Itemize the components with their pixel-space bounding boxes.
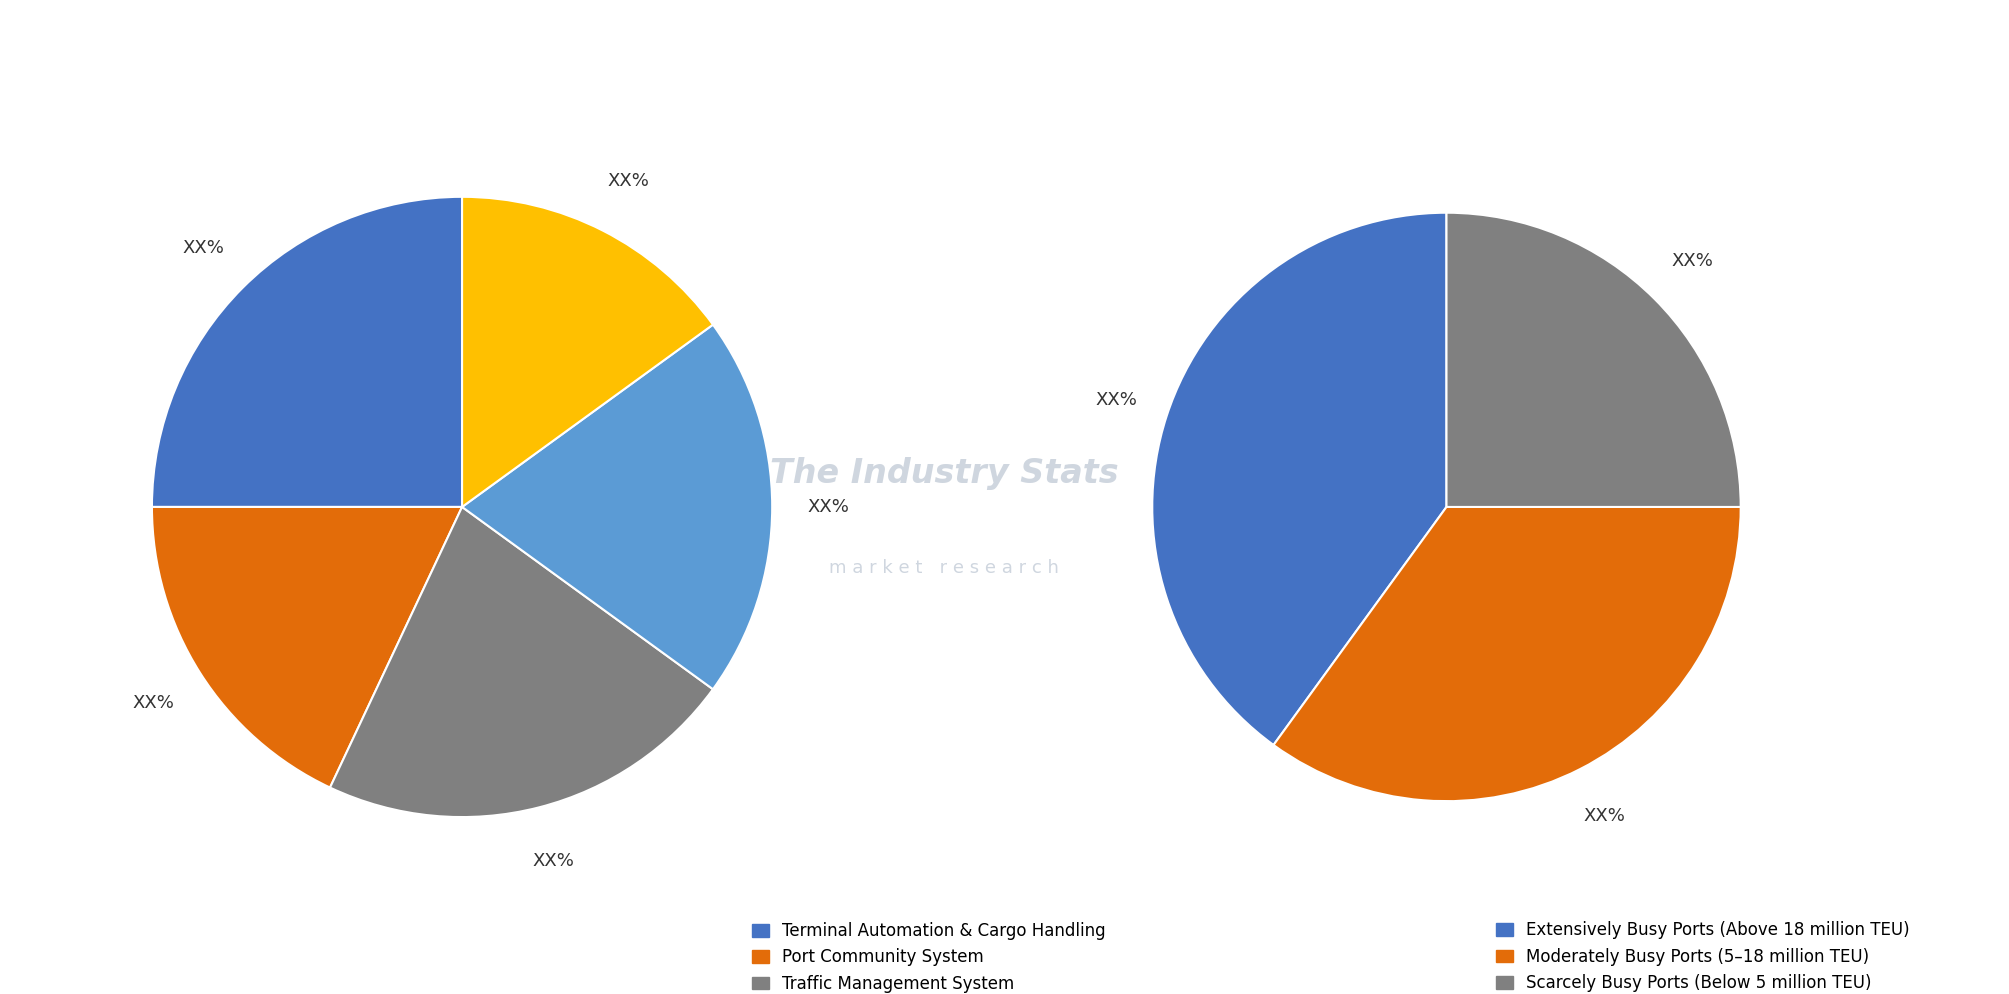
Text: Email: sales@theindustrystats.com: Email: sales@theindustrystats.com — [854, 954, 1155, 969]
Text: XX%: XX% — [1671, 252, 1714, 270]
Text: Website: www.theindustrystats.com: Website: www.theindustrystats.com — [1678, 954, 1989, 969]
Text: XX%: XX% — [133, 694, 175, 712]
Wedge shape — [1153, 213, 1446, 745]
Text: XX%: XX% — [808, 498, 850, 516]
Text: XX%: XX% — [1095, 391, 1137, 409]
Wedge shape — [329, 507, 713, 817]
Legend: Terminal Automation & Cargo Handling, Port Community System, Traffic Management : Terminal Automation & Cargo Handling, Po… — [745, 915, 1113, 994]
Wedge shape — [153, 507, 462, 787]
Text: XX%: XX% — [183, 240, 225, 257]
Text: XX%: XX% — [1583, 807, 1625, 825]
Wedge shape — [153, 197, 462, 507]
Wedge shape — [1274, 507, 1740, 801]
Text: Source: Theindustrystats Analysis: Source: Theindustrystats Analysis — [20, 954, 313, 969]
Text: m a r k e t   r e s e a r c h: m a r k e t r e s e a r c h — [830, 560, 1059, 578]
Wedge shape — [1446, 213, 1740, 507]
Text: Fig. Global Smart Ports Market Share by Product Types & Application: Fig. Global Smart Ports Market Share by … — [24, 33, 1002, 57]
Wedge shape — [462, 325, 771, 689]
Wedge shape — [462, 197, 713, 507]
Text: XX%: XX% — [532, 853, 575, 871]
Legend: Extensively Busy Ports (Above 18 million TEU), Moderately Busy Ports (5–18 milli: Extensively Busy Ports (Above 18 million… — [1489, 914, 1917, 994]
Text: XX%: XX% — [607, 172, 649, 190]
Text: The Industry Stats: The Industry Stats — [769, 457, 1119, 490]
